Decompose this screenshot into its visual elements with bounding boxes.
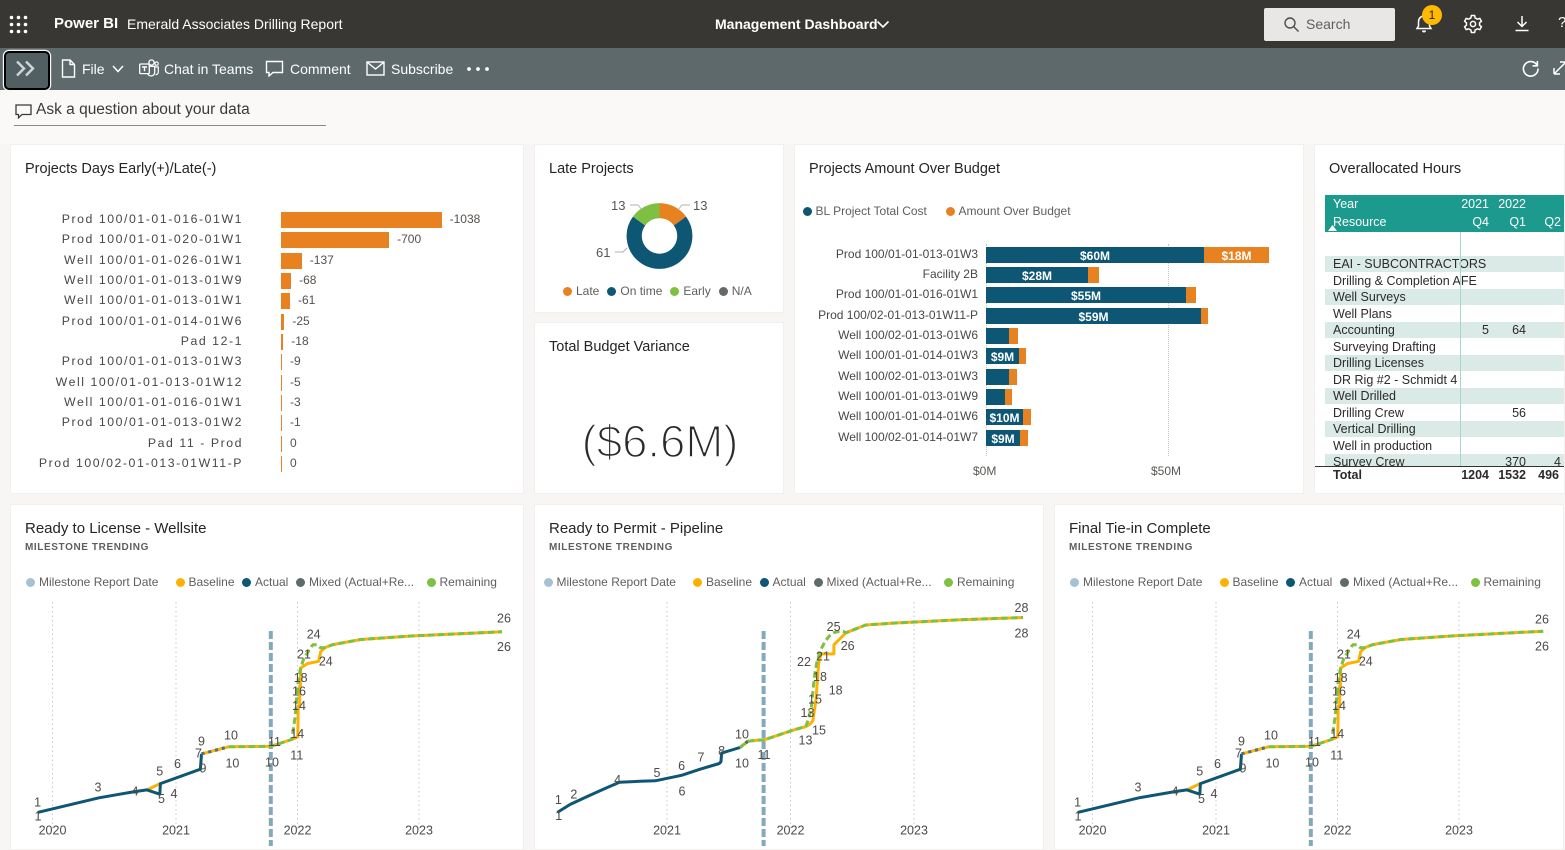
svg-text:26: 26 [497, 640, 511, 654]
svg-text:2023: 2023 [900, 824, 928, 838]
svg-text:2022: 2022 [777, 824, 805, 838]
svg-text:3: 3 [95, 780, 102, 794]
svg-text:5: 5 [1198, 792, 1205, 806]
svg-text:26: 26 [1535, 640, 1549, 654]
svg-text:1: 1 [555, 793, 562, 807]
svg-text:21: 21 [816, 650, 830, 664]
svg-text:7: 7 [1235, 746, 1242, 760]
svg-text:6: 6 [678, 759, 685, 773]
svg-text:7: 7 [195, 746, 202, 760]
svg-text:24: 24 [307, 628, 321, 642]
svg-text:2: 2 [570, 788, 577, 802]
svg-text:2023: 2023 [405, 824, 433, 838]
svg-text:3: 3 [1135, 780, 1142, 794]
svg-text:1: 1 [555, 809, 562, 823]
svg-text:4: 4 [171, 787, 178, 801]
svg-text:10: 10 [735, 728, 749, 742]
svg-text:15: 15 [812, 724, 826, 738]
svg-text:10: 10 [1264, 729, 1278, 743]
svg-text:16: 16 [1332, 685, 1346, 699]
svg-text:10: 10 [224, 729, 238, 743]
svg-text:11: 11 [1330, 749, 1343, 763]
svg-text:24: 24 [319, 654, 333, 668]
svg-text:2021: 2021 [653, 824, 681, 838]
svg-text:26: 26 [1535, 613, 1549, 627]
svg-text:2023: 2023 [1445, 824, 1473, 838]
svg-text:14: 14 [290, 727, 304, 741]
svg-text:9: 9 [198, 735, 205, 749]
svg-text:18: 18 [813, 670, 827, 684]
svg-text:14: 14 [292, 699, 306, 713]
svg-text:10: 10 [1305, 756, 1319, 770]
svg-text:11: 11 [290, 749, 303, 763]
svg-text:5: 5 [1196, 765, 1203, 779]
svg-text:1: 1 [35, 810, 42, 824]
svg-text:2022: 2022 [1324, 824, 1352, 838]
svg-text:11: 11 [758, 748, 771, 762]
svg-text:4: 4 [1211, 787, 1218, 801]
svg-text:21: 21 [297, 648, 311, 662]
svg-text:6: 6 [174, 757, 181, 771]
svg-text:5: 5 [654, 766, 661, 780]
svg-text:9: 9 [200, 761, 207, 775]
svg-text:10: 10 [735, 756, 749, 770]
svg-text:2020: 2020 [1079, 824, 1107, 838]
svg-text:5: 5 [158, 792, 165, 806]
svg-text:28: 28 [1015, 626, 1029, 640]
svg-text:28: 28 [1015, 601, 1029, 615]
svg-text:11: 11 [268, 735, 281, 749]
svg-text:4: 4 [1172, 785, 1179, 799]
svg-text:($6.6M): ($6.6M) [582, 416, 739, 467]
svg-text:13: 13 [799, 734, 813, 748]
svg-text:15: 15 [808, 693, 822, 707]
svg-text:13: 13 [801, 706, 815, 720]
svg-text:9: 9 [1238, 735, 1245, 749]
svg-text:10: 10 [225, 756, 239, 770]
svg-text:18: 18 [294, 671, 308, 685]
svg-text:9: 9 [1240, 761, 1247, 775]
svg-text:4: 4 [132, 785, 139, 799]
svg-text:26: 26 [841, 639, 855, 653]
svg-text:2020: 2020 [39, 824, 67, 838]
svg-text:5: 5 [156, 765, 163, 779]
svg-text:1: 1 [1074, 795, 1081, 809]
svg-text:21: 21 [1337, 648, 1351, 662]
svg-text:1: 1 [1075, 810, 1082, 824]
svg-text:24: 24 [1359, 654, 1373, 668]
svg-text:8: 8 [718, 744, 725, 758]
svg-text:14: 14 [1330, 727, 1344, 741]
svg-text:11: 11 [1308, 735, 1321, 749]
svg-text:6: 6 [1214, 757, 1221, 771]
svg-text:24: 24 [1347, 628, 1361, 642]
svg-text:2021: 2021 [1202, 824, 1230, 838]
svg-text:4: 4 [614, 773, 621, 787]
svg-text:1: 1 [34, 795, 41, 809]
svg-text:2022: 2022 [284, 824, 312, 838]
svg-text:10: 10 [1265, 756, 1279, 770]
svg-text:18: 18 [1334, 671, 1348, 685]
svg-text:7: 7 [698, 751, 705, 765]
svg-text:22: 22 [797, 655, 811, 669]
svg-text:16: 16 [292, 685, 306, 699]
svg-text:14: 14 [1332, 699, 1346, 713]
svg-text:2021: 2021 [162, 824, 190, 838]
svg-text:25: 25 [827, 620, 841, 634]
svg-text:10: 10 [265, 756, 279, 770]
svg-text:6: 6 [679, 785, 686, 799]
svg-text:18: 18 [829, 684, 843, 698]
svg-text:26: 26 [497, 612, 511, 626]
